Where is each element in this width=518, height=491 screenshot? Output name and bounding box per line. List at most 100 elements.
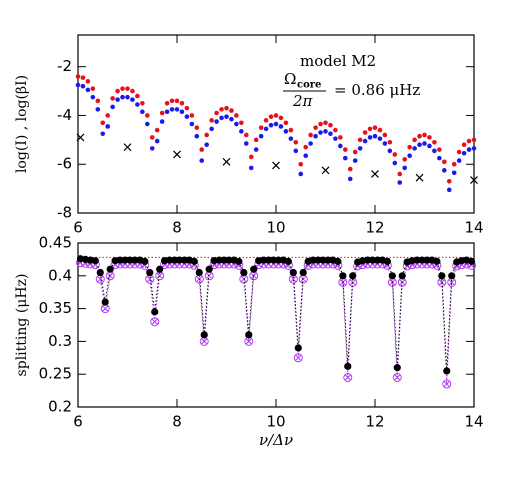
point <box>451 170 457 176</box>
point <box>456 149 462 155</box>
point <box>333 127 338 133</box>
point <box>357 137 363 143</box>
point <box>120 86 125 91</box>
point <box>110 104 115 110</box>
point <box>170 256 179 264</box>
annotation: model M2 <box>300 52 376 70</box>
cross-ring <box>348 277 358 287</box>
y-tick-label: 0.4 <box>48 266 72 284</box>
point <box>224 114 229 119</box>
point <box>303 153 309 158</box>
point <box>239 129 244 134</box>
point <box>446 179 452 184</box>
cross-ring <box>288 274 298 284</box>
cross <box>272 161 280 170</box>
point <box>309 256 317 264</box>
point <box>240 268 248 277</box>
point <box>194 133 200 139</box>
point <box>461 150 467 156</box>
x-tick-label: 6 <box>73 219 83 237</box>
cross-ring <box>150 317 160 327</box>
point <box>95 107 101 112</box>
point <box>258 133 264 139</box>
point <box>298 171 304 177</box>
point <box>387 139 393 145</box>
cross-ring <box>392 372 402 382</box>
point <box>159 110 165 116</box>
point <box>95 98 101 104</box>
point <box>199 147 205 152</box>
point <box>214 110 219 116</box>
point <box>283 120 289 126</box>
point <box>388 272 396 280</box>
point <box>314 256 322 264</box>
point <box>253 137 259 143</box>
point <box>125 86 130 91</box>
point <box>220 256 228 264</box>
point <box>146 268 154 277</box>
point <box>75 82 81 88</box>
x-tick-label: 12 <box>365 219 384 237</box>
point <box>293 148 299 154</box>
point <box>313 133 318 139</box>
point <box>367 126 373 132</box>
point <box>387 148 393 154</box>
y-axis-label: log(I) , log(βI) <box>14 75 30 173</box>
x-tick-label: 14 <box>464 413 483 431</box>
point <box>126 256 134 264</box>
point <box>466 147 472 152</box>
cross <box>173 150 181 159</box>
annotation: 2π <box>292 92 314 110</box>
point <box>253 147 259 152</box>
point <box>438 272 446 280</box>
point <box>448 272 456 280</box>
point <box>413 256 421 264</box>
point <box>264 256 273 264</box>
point <box>258 125 264 130</box>
point <box>135 102 140 107</box>
point <box>284 257 292 265</box>
point <box>343 155 348 161</box>
point <box>244 141 249 146</box>
point <box>260 256 268 264</box>
annotation: Ω <box>284 70 296 88</box>
point <box>149 146 155 151</box>
point <box>80 83 86 89</box>
point <box>130 88 135 94</box>
point <box>278 124 284 129</box>
point <box>244 132 249 138</box>
point <box>85 87 91 93</box>
point <box>235 257 243 265</box>
point <box>323 129 328 134</box>
point <box>293 139 299 145</box>
point <box>100 120 106 126</box>
point <box>318 121 323 127</box>
cross-ring <box>343 372 353 382</box>
point <box>347 176 353 182</box>
point <box>433 257 441 265</box>
point <box>248 154 254 160</box>
point <box>372 125 378 130</box>
x-tick-label: 8 <box>172 413 182 431</box>
point <box>278 115 284 121</box>
point <box>110 96 115 101</box>
cross <box>123 143 132 152</box>
point <box>427 143 432 149</box>
point <box>412 137 417 143</box>
point <box>273 121 279 127</box>
point <box>179 109 185 115</box>
point <box>377 136 383 141</box>
point <box>263 126 269 132</box>
point <box>383 257 391 265</box>
point <box>418 256 426 264</box>
point <box>164 100 170 106</box>
point <box>319 256 327 264</box>
point <box>156 265 164 273</box>
point <box>437 155 442 161</box>
point <box>357 146 363 151</box>
point <box>397 171 403 177</box>
x-tick-label: 6 <box>73 413 83 431</box>
point <box>115 88 120 94</box>
